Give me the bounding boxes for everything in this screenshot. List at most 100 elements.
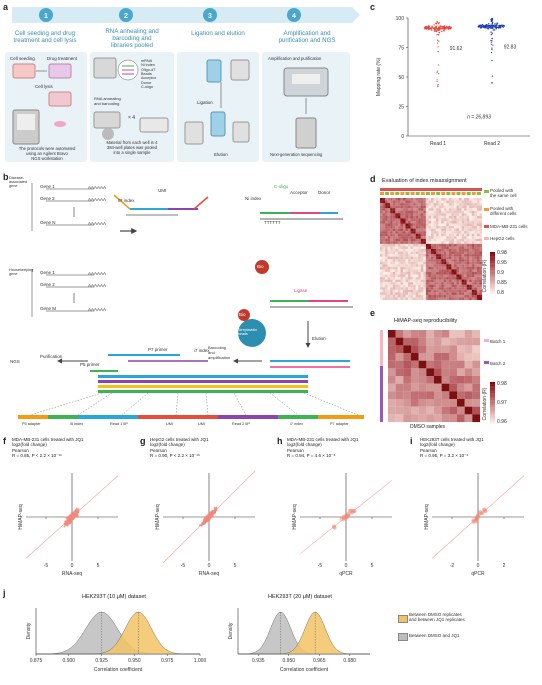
e-cell	[434, 337, 442, 346]
d-cell	[380, 261, 383, 265]
d-cell	[408, 205, 411, 209]
d-cell	[395, 259, 398, 262]
d-cell	[431, 277, 434, 280]
c-point	[436, 80, 438, 83]
d-cell	[415, 289, 419, 293]
d-cell	[420, 218, 424, 221]
c-point	[434, 28, 437, 31]
d-cell	[385, 277, 388, 280]
d-cell	[413, 213, 416, 216]
d-cell	[479, 277, 483, 280]
d-cell	[476, 269, 480, 272]
bio-bead-2	[238, 309, 250, 321]
d-cell	[474, 251, 477, 255]
e-cell	[434, 330, 442, 338]
d-cell	[461, 205, 465, 209]
d-cell	[443, 243, 447, 247]
d-cell	[397, 254, 401, 257]
d-cell	[471, 271, 475, 275]
d-cell	[428, 220, 432, 224]
c-point	[424, 27, 427, 29]
d-cell	[456, 297, 460, 301]
d-cell	[441, 213, 444, 216]
d-colorbar-seg	[490, 267, 495, 269]
e-cell	[395, 399, 404, 407]
d-cell	[395, 264, 398, 267]
g-point	[204, 519, 207, 522]
d-cell	[476, 238, 480, 242]
d-cell	[448, 279, 452, 283]
e-cell	[457, 414, 465, 423]
d-cell	[459, 279, 462, 283]
d-cell	[425, 203, 429, 206]
d-cell	[433, 200, 437, 204]
ngs-label-b: NGS	[10, 359, 20, 364]
d-cell	[397, 277, 401, 280]
c-point	[429, 28, 431, 30]
d-cell	[402, 282, 406, 285]
d-cell	[461, 249, 465, 252]
d-cell	[405, 228, 409, 232]
d-cell	[387, 284, 391, 288]
d-cell	[459, 264, 462, 267]
d-cell	[461, 241, 465, 244]
d-cell	[464, 274, 467, 278]
d-cell	[431, 241, 434, 244]
d-cell	[380, 279, 383, 283]
d-cell	[392, 277, 396, 280]
d-cell	[400, 256, 403, 260]
d-cell	[443, 271, 447, 275]
e-colorbar-seg	[490, 415, 495, 418]
step-num-1: 1	[44, 13, 48, 20]
d-cell	[402, 210, 406, 214]
d-cell	[413, 238, 416, 242]
d-cell	[456, 269, 460, 272]
d-cell	[397, 284, 401, 288]
c-point	[448, 28, 450, 30]
e-cell	[472, 368, 481, 377]
d-cell	[448, 236, 452, 239]
j-legend-1: Between DMSO replicates and between JQ1 …	[409, 612, 465, 623]
d-cell	[446, 279, 449, 283]
d-cell	[476, 294, 480, 298]
d-cell	[476, 243, 480, 247]
d-cell	[474, 215, 477, 219]
acceptor-label-b: Acceptor	[290, 190, 308, 195]
d-colorbar-seg	[490, 281, 495, 283]
d-cell	[436, 210, 439, 214]
d-cell	[395, 254, 398, 257]
d-cell	[387, 246, 391, 250]
d-cell	[451, 271, 454, 275]
d-cell	[405, 287, 409, 290]
d-cell	[385, 226, 388, 229]
d-colorbar-seg	[490, 266, 495, 268]
d-cell	[395, 284, 398, 288]
d-cell	[461, 271, 465, 275]
d-cell	[395, 243, 398, 247]
d-cell	[466, 243, 470, 247]
polya-6: AAAAAA	[88, 307, 107, 312]
d-cell	[459, 223, 462, 227]
d-cell	[433, 287, 437, 290]
c-point	[501, 24, 503, 26]
polyt-1: TTTTTT	[264, 220, 281, 225]
d-cell	[402, 256, 406, 260]
d-cell	[446, 259, 449, 262]
c-point	[442, 25, 445, 28]
d-cell	[387, 215, 391, 219]
d-cell	[385, 246, 388, 250]
d-cell	[410, 231, 414, 234]
d-cell	[385, 282, 388, 285]
d-cell	[387, 274, 391, 278]
d-cell	[433, 259, 437, 262]
d-cell	[402, 261, 406, 265]
d-cell	[438, 231, 442, 234]
d-cell	[400, 292, 403, 295]
d-cell	[400, 213, 403, 216]
d-cell	[438, 282, 442, 285]
d-cell	[459, 287, 462, 290]
e-cell	[457, 337, 465, 346]
d-cell	[423, 277, 426, 280]
d-cell	[469, 292, 472, 295]
e-colorbar-seg	[490, 391, 495, 394]
